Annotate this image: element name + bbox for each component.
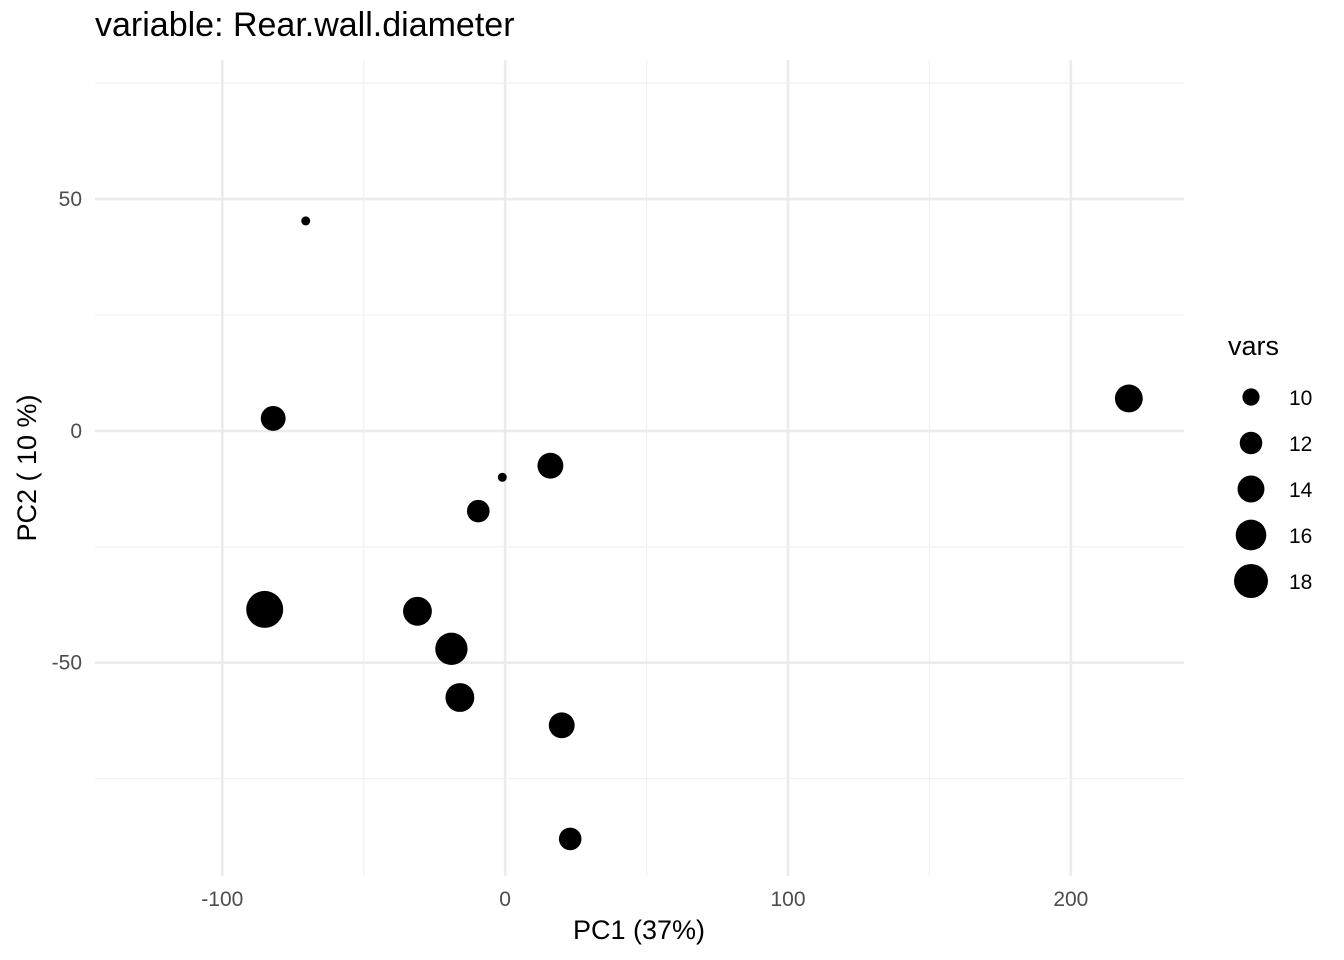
x-tick-label: 100 bbox=[770, 888, 805, 911]
data-point bbox=[497, 472, 507, 482]
data-point bbox=[537, 452, 564, 479]
data-point bbox=[246, 590, 284, 628]
legend-key bbox=[1234, 564, 1268, 598]
data-point bbox=[466, 499, 490, 523]
legend-label: 16 bbox=[1289, 525, 1312, 548]
x-tick-label: 0 bbox=[499, 888, 511, 911]
legend-key bbox=[1237, 475, 1265, 503]
data-point bbox=[435, 632, 468, 665]
x-axis-ticks: -100 0 100 200 bbox=[201, 888, 1088, 911]
legend-label: 14 bbox=[1289, 479, 1313, 502]
legend-key bbox=[1235, 519, 1267, 551]
data-point bbox=[301, 216, 311, 226]
data-point bbox=[1114, 384, 1143, 413]
legend-label: 10 bbox=[1289, 387, 1312, 410]
legend: vars 10 12 14 16 18 bbox=[1228, 331, 1313, 598]
legend-key bbox=[1239, 431, 1263, 455]
data-point bbox=[445, 683, 475, 712]
x-tick-label: -100 bbox=[201, 888, 243, 911]
x-tick-label: 200 bbox=[1053, 888, 1088, 911]
legend-label: 12 bbox=[1289, 433, 1312, 456]
legend-label: 18 bbox=[1289, 571, 1312, 594]
data-point bbox=[403, 596, 432, 626]
legend-title: vars bbox=[1228, 331, 1279, 361]
y-axis-ticks: -50 0 50 bbox=[52, 188, 82, 675]
legend-key bbox=[1242, 388, 1260, 406]
y-tick-label: 50 bbox=[59, 188, 82, 211]
y-tick-label: 0 bbox=[70, 420, 82, 443]
data-point bbox=[558, 827, 582, 851]
y-axis-title: PC2 ( 10 %) bbox=[12, 394, 42, 541]
grid-layer bbox=[95, 60, 1184, 876]
data-point bbox=[260, 405, 286, 431]
legend-entries: 10 12 14 16 18 bbox=[1234, 387, 1313, 598]
data-point bbox=[548, 712, 575, 739]
points-layer bbox=[246, 216, 1143, 851]
x-axis-title: PC1 (37%) bbox=[573, 915, 705, 945]
y-tick-label: -50 bbox=[52, 652, 82, 675]
chart-title: variable: Rear.wall.diameter bbox=[95, 6, 515, 44]
